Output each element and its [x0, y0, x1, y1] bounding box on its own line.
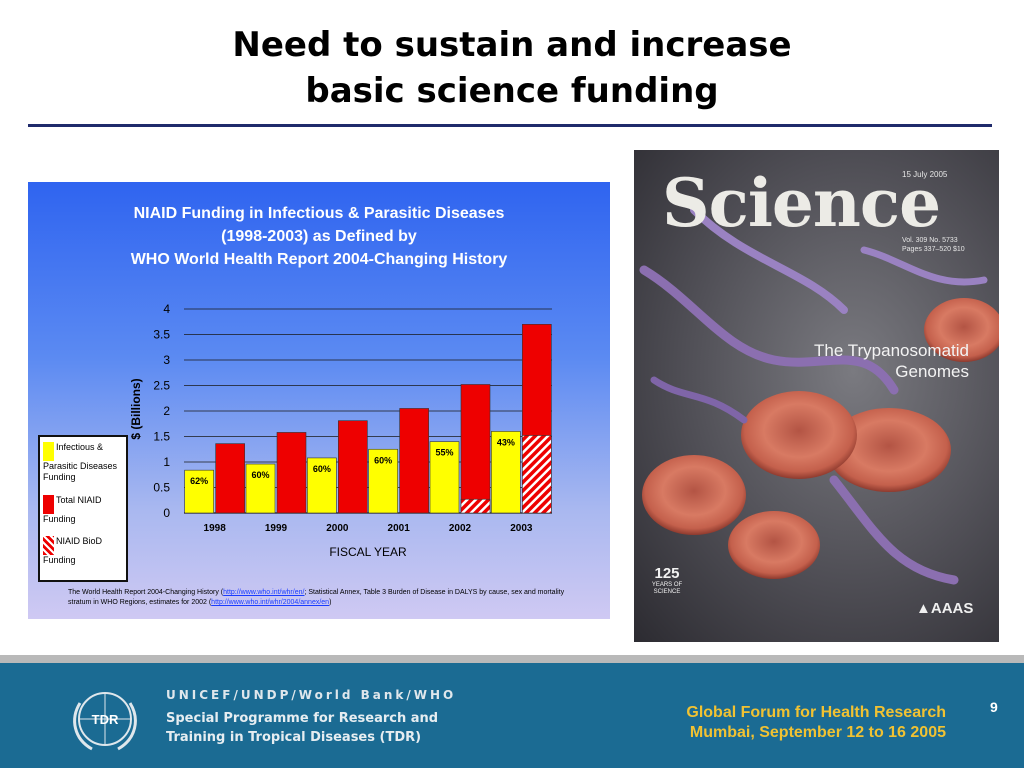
red-blood-cell	[741, 391, 857, 479]
bar-infectious	[368, 448, 398, 514]
bar-biod	[460, 498, 491, 514]
tdr-logo-text: TDR	[92, 712, 119, 727]
y-tick-label: 1	[163, 455, 170, 469]
bar-infectious	[307, 457, 337, 514]
legend-item-infectious: Infectious & Parasitic Diseases Funding	[43, 442, 127, 483]
y-tick-label: 0.5	[153, 481, 170, 495]
funding-bar-chart: 0 0.5 1 1.5 2 2.5 3 3.5 4 62% 1998 60% 1999 60% 2000 60…	[129, 302, 552, 559]
chart-title: NIAID Funding in Infectious & Parasitic …	[28, 202, 610, 271]
red-blood-cell	[728, 511, 820, 579]
x-tick-label: 2001	[388, 523, 411, 534]
bar-total-niaid	[338, 420, 368, 514]
chart-title-line1: NIAID Funding in Infectious & Parasitic …	[133, 205, 505, 222]
aaas-logo: ▲AAAS	[916, 600, 973, 617]
cover-date: 15 July 2005	[902, 170, 948, 179]
slide-title: Need to sustain and increase basic scien…	[0, 22, 1024, 114]
y-tick-label: 4	[163, 302, 170, 316]
footnote-link-annex[interactable]: http://www.who.int/whr/2004/annex/en	[211, 599, 330, 606]
anniversary-caption: YEARS OF SCIENCE	[651, 582, 683, 595]
percent-label: 60%	[251, 470, 269, 480]
y-tick-label: 3.5	[153, 328, 170, 342]
trypanosome	[639, 265, 899, 395]
legend-swatch-hatched	[43, 536, 54, 555]
trypanosome	[860, 246, 988, 286]
percent-label: 43%	[497, 437, 515, 447]
legend-item-biod: NIAID BioD Funding	[43, 536, 127, 566]
bar-total-niaid	[399, 408, 429, 514]
cover-masthead: Science	[662, 164, 941, 242]
event-line2: Mumbai, September 12 to 16 2005	[689, 724, 946, 741]
y-tick-label: 0	[163, 506, 170, 520]
chart-title-line3: WHO World Health Report 2004-Changing Hi…	[130, 251, 508, 268]
title-divider	[28, 124, 992, 127]
footer-strip	[0, 655, 1024, 663]
org-line3: Training in Tropical Diseases (TDR)	[166, 730, 422, 745]
legend-label-total: Total NIAID Funding	[43, 495, 102, 524]
bar-total-niaid	[276, 432, 307, 514]
bar-infectious	[184, 469, 214, 514]
trypanosome	[690, 206, 848, 314]
bar-total-niaid	[215, 443, 245, 514]
x-axis-title: FISCAL YEAR	[329, 545, 407, 559]
cover-subtitle: The Trypanosomatid Genomes	[784, 340, 969, 382]
cover-illustration	[639, 206, 999, 585]
trypanosome	[650, 376, 748, 424]
red-blood-cell	[924, 298, 999, 362]
funding-chart-panel: NIAID Funding in Infectious & Parasitic …	[28, 182, 610, 619]
legend-label-infectious: Infectious & Parasitic Diseases Funding	[43, 442, 118, 482]
anniversary-badge: 125 YEARS OF SCIENCE	[648, 566, 686, 596]
tdr-logo-icon: TDR	[73, 692, 137, 751]
bar-total-niaid	[460, 384, 491, 514]
footnote-link-whr[interactable]: http://www.who.int/whr/en/	[223, 589, 305, 596]
chart-legend: Infectious & Parasitic Diseases Funding …	[38, 435, 128, 582]
percent-label: 55%	[435, 448, 453, 458]
page-number: 9	[990, 699, 998, 715]
y-axis-title: $ (Billions)	[129, 378, 143, 439]
legend-swatch-red	[43, 495, 54, 514]
bar-infectious	[429, 441, 460, 514]
percent-label: 60%	[374, 455, 392, 465]
cover-subtitle-line2: Genomes	[895, 362, 969, 381]
x-tick-label: 2000	[326, 523, 349, 534]
cover-volume-line2: Pages 337–520 $10	[902, 246, 965, 253]
footnote-text-2: ; Statistical Annex, Table 3 Burden of D…	[68, 589, 565, 606]
slide-title-line2: basic science funding	[305, 71, 719, 111]
y-tick-label: 1.5	[153, 430, 170, 444]
trypanosome	[829, 475, 959, 585]
chart-title-line2: (1998-2003) as Defined by	[221, 228, 417, 245]
percent-label: 62%	[190, 476, 208, 486]
y-tick-label: 2.5	[153, 379, 170, 393]
x-tick-label: 2002	[449, 523, 472, 534]
cover-subtitle-line1: The Trypanosomatid	[814, 341, 969, 360]
org-line1: UNICEF/UNDP/World Bank/WHO	[166, 688, 457, 702]
cover-volume-line1: Vol. 309 No. 5733	[902, 237, 958, 244]
y-tick-label: 3	[163, 353, 170, 367]
bar-infectious	[491, 431, 521, 514]
legend-item-total: Total NIAID Funding	[43, 495, 127, 525]
anniversary-number: 125	[654, 565, 680, 582]
aaas-text: AAAS	[930, 600, 974, 617]
red-blood-cell	[642, 455, 746, 535]
legend-swatch-yellow	[43, 442, 54, 461]
legend-label-biod: NIAID BioD Funding	[43, 536, 103, 565]
footnote-text-1: The World Health Report 2004-Changing Hi…	[68, 589, 224, 596]
cover-volume: Vol. 309 No. 5733 Pages 337–520 $10	[902, 236, 965, 254]
y-tick-label: 2	[163, 404, 170, 418]
science-cover-image: 15 July 2005 Science Vol. 309 No. 5733 P…	[634, 150, 999, 642]
chart-footnote: The World Health Report 2004-Changing Hi…	[68, 588, 588, 608]
x-tick-label: 1999	[265, 523, 288, 534]
event-line1: Global Forum for Health Research	[686, 704, 946, 721]
footnote-text-3: )	[329, 599, 332, 606]
red-blood-cell	[827, 408, 951, 492]
aaas-mark-icon: ▲	[916, 600, 931, 617]
bar-biod	[522, 435, 552, 514]
x-tick-label: 2003	[510, 523, 533, 534]
percent-label: 60%	[313, 464, 331, 474]
x-tick-label: 1998	[204, 523, 227, 534]
slide-title-line1: Need to sustain and increase	[232, 25, 792, 65]
bar-infectious	[245, 463, 276, 514]
slide-footer: TDR UNICEF/UNDP/World Bank/WHO Special P…	[0, 663, 1024, 768]
org-line2: Special Programme for Research and	[166, 711, 439, 726]
